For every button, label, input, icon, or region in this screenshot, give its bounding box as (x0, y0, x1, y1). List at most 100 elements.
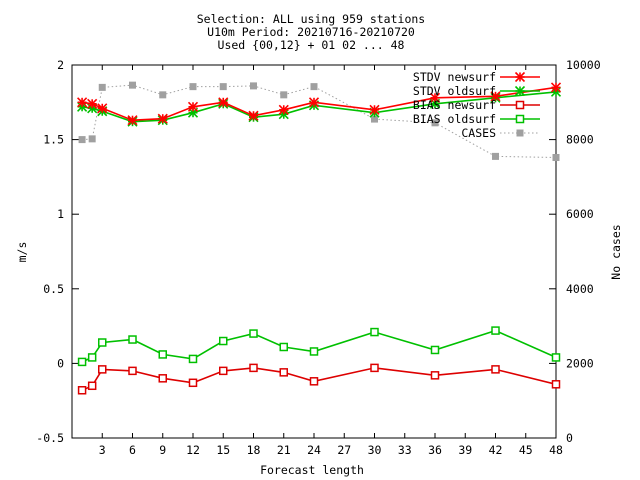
x-tick-label: 33 (398, 443, 412, 457)
data-point (87, 381, 97, 391)
axes: 3 6 9 12 15 18 21 24 27 30 33 36 39 42 45 48-0.500.511.… (36, 58, 600, 457)
data-point (88, 135, 96, 143)
data-point (98, 338, 107, 347)
data-point-stroke (550, 82, 562, 93)
y2-tick-label: 0 (566, 431, 573, 445)
data-point-stroke (369, 104, 380, 115)
data-point-stroke (278, 104, 289, 115)
series-line (81, 329, 557, 363)
series-layer (77, 81, 562, 395)
data-point-stroke (429, 92, 441, 103)
data-point (431, 119, 439, 127)
data-point (491, 326, 500, 335)
y-tick-label: 0 (57, 356, 64, 370)
x-tick-label: 45 (519, 443, 533, 457)
title-line-3: Used {00,12} + 01 02 ... 48 (218, 38, 405, 52)
x-tick-label: 6 (129, 443, 136, 457)
x-tick-label: 27 (337, 443, 351, 457)
data-point (159, 91, 167, 99)
data-point (129, 81, 136, 89)
data-point (515, 114, 525, 124)
x-tick-label: 12 (186, 443, 200, 457)
data-point (430, 345, 440, 355)
x-tick-label: 3 (99, 443, 106, 457)
x-tick-label: 24 (307, 443, 321, 457)
legend-label: BIAS oldsurf (413, 112, 496, 126)
data-point (491, 365, 500, 374)
data-point (98, 83, 106, 91)
data-point (219, 336, 228, 346)
data-point (97, 103, 108, 114)
y-tick-label: 1 (57, 207, 64, 221)
data-point (77, 357, 87, 367)
data-point (279, 342, 288, 352)
data-point (188, 378, 198, 388)
data-point-stroke (308, 97, 320, 108)
y2-tick-label: 2000 (566, 356, 594, 370)
data-point (279, 368, 288, 377)
data-point (278, 104, 289, 115)
series-stdv-newsurf (77, 82, 562, 126)
y-axis-label: m/s (15, 242, 29, 263)
y-tick-label: 0.5 (43, 282, 64, 296)
data-point-stroke (514, 85, 526, 97)
data-point-stroke (490, 91, 501, 102)
data-point-stroke (218, 97, 229, 108)
data-point (219, 366, 228, 376)
data-point (249, 329, 258, 338)
data-point (310, 83, 318, 91)
data-point (187, 101, 199, 112)
y2-tick-label: 6000 (566, 207, 594, 221)
series-line (82, 84, 557, 158)
data-point (515, 100, 525, 110)
x-axis-label: Forecast length (260, 463, 364, 477)
data-point-stroke (157, 113, 168, 124)
data-point (280, 91, 288, 99)
data-point (87, 353, 97, 362)
data-point (550, 82, 562, 93)
data-point (250, 82, 257, 90)
data-point (516, 129, 524, 137)
y2-tick-label: 10000 (566, 58, 601, 72)
data-point (552, 154, 560, 162)
data-point (188, 354, 198, 364)
x-tick-label: 39 (458, 443, 472, 457)
title-line-2: U10m Period: 20210716-20210720 (207, 25, 415, 39)
data-point (429, 92, 441, 103)
data-point (128, 366, 137, 376)
x-tick-label: 21 (277, 443, 291, 457)
data-point (128, 335, 137, 344)
data-point (77, 97, 88, 108)
data-point (77, 386, 87, 395)
data-point (370, 327, 379, 337)
data-point (248, 110, 259, 121)
data-point (309, 377, 319, 386)
series-line (81, 367, 557, 392)
x-tick-label: 30 (368, 443, 382, 457)
y-tick-label: 1.5 (43, 133, 64, 147)
data-point (189, 83, 197, 91)
data-point (218, 97, 229, 108)
y-tick-label: -0.5 (36, 431, 64, 445)
x-tick-label: 18 (247, 443, 261, 457)
y-tick-label: 2 (57, 58, 64, 72)
series-bias-oldsurf (77, 326, 561, 367)
data-point (430, 371, 440, 380)
data-point (551, 353, 561, 362)
data-point (371, 115, 378, 123)
data-point (492, 152, 499, 160)
series-cases (78, 81, 560, 162)
series-line (81, 91, 557, 123)
x-tick-label: 48 (549, 443, 563, 457)
data-point (308, 97, 320, 108)
data-point-stroke (97, 103, 108, 114)
chart-title: Selection: ALL using 959 stations U10m P… (197, 12, 425, 52)
data-point-stroke (248, 110, 259, 121)
legend-label: STDV newsurf (413, 70, 496, 84)
data-point (157, 113, 168, 124)
x-tick-label: 9 (159, 443, 166, 457)
data-point-stroke (87, 98, 98, 109)
x-tick-label: 15 (216, 443, 230, 457)
